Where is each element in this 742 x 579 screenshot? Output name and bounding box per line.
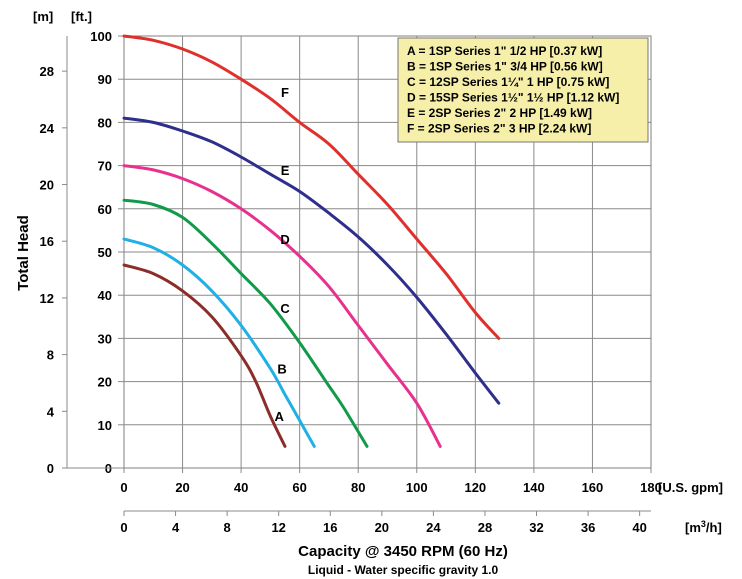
secondary-x-tick-label: 4 [172,520,180,535]
series-d-label: D [280,232,289,247]
secondary-x-tick-label: 16 [323,520,337,535]
legend-entry: E = 2SP Series 2" 2 HP [1.49 kW] [407,106,592,120]
x-tick-label: 60 [292,480,306,495]
secondary-y-tick-label: 20 [40,178,54,193]
secondary-x-tick-label: 20 [375,520,389,535]
y-tick-label: 50 [98,245,112,260]
secondary-x-tick-label: 12 [271,520,285,535]
y-tick-label: 100 [90,29,112,44]
secondary-x-tick-label: 40 [632,520,646,535]
series-a-line [122,263,287,448]
series-group [122,34,501,448]
series-b-label: B [277,362,286,377]
axes: 0204060801001201401601800102030405060708… [33,9,723,535]
y-tick-label: 10 [98,418,112,433]
curve-labels: A B C D E F [274,85,290,424]
x-tick-label: 100 [406,480,428,495]
y-tick-label: 60 [98,202,112,217]
series-c-label: C [280,301,290,316]
secondary-x-tick-label: 28 [478,520,492,535]
secondary-y-tick-label: 0 [47,461,54,476]
secondary-x-tick-label: 8 [224,520,231,535]
series-e-line [122,116,501,405]
legend: A = 1SP Series 1" 1/2 HP [0.37 kW] B = 1S… [397,37,649,143]
series-f-line [122,34,501,340]
x-tick-label: 40 [234,480,248,495]
x-axis-subtitle: Liquid - Water specific gravity 1.0 [308,563,499,577]
secondary-y-tick-label: 12 [40,291,54,306]
x-tick-label: 120 [464,480,486,495]
series-c-line [122,198,369,448]
series-a-label: A [274,409,284,424]
series-b-line [122,237,316,448]
secondary-y-tick-label: 8 [47,348,54,363]
x-tick-label: 0 [120,480,127,495]
x-axis-title: Capacity @ 3450 RPM (60 Hz) [298,543,508,560]
y-secondary-unit: [m] [33,9,53,24]
legend-box [397,37,649,143]
x-tick-label: 80 [351,480,365,495]
legend-entry: B = 1SP Series 1" 3/4 HP [0.56 kW] [407,60,603,74]
x-primary-unit: [U.S. gpm] [658,480,723,495]
legend-entry: D = 15SP Series 1½" 1½ HP [1.12 kW] [407,91,619,105]
secondary-x-tick-label: 0 [120,520,127,535]
legend-entry: A = 1SP Series 1" 1/2 HP [0.37 kW] [407,44,602,58]
secondary-x-tick-label: 32 [529,520,543,535]
secondary-x-tick-label: 36 [581,520,595,535]
secondary-y-tick-label: 28 [40,64,54,79]
y-tick-label: 90 [98,72,112,87]
y-primary-unit: [ft.] [71,9,92,24]
y-tick-label: 30 [98,331,112,346]
x-tick-label: 140 [523,480,545,495]
y-tick-label: 40 [98,288,112,303]
x-tick-label: 180 [640,480,662,495]
y-tick-label: 20 [98,375,112,390]
secondary-y-tick-label: 4 [47,404,55,419]
x-secondary-unit: [m3/h] [685,519,722,535]
y-tick-label: 80 [98,115,112,130]
secondary-y-tick-label: 24 [40,121,55,136]
series-e-label: E [281,163,290,178]
x-tick-label: 20 [175,480,189,495]
secondary-y-tick-label: 16 [40,234,54,249]
y-tick-label: 70 [98,159,112,174]
series-d-line [122,164,442,448]
series-f-label: F [281,85,289,100]
legend-entry: F = 2SP Series 2" 3 HP [2.24 kW] [407,122,591,136]
y-axis-title: Total Head [15,215,32,291]
secondary-x-tick-label: 24 [426,520,441,535]
legend-entry: C = 12SP Series 1¼" 1 HP [0.75 kW] [407,75,609,89]
x-tick-label: 160 [582,480,604,495]
